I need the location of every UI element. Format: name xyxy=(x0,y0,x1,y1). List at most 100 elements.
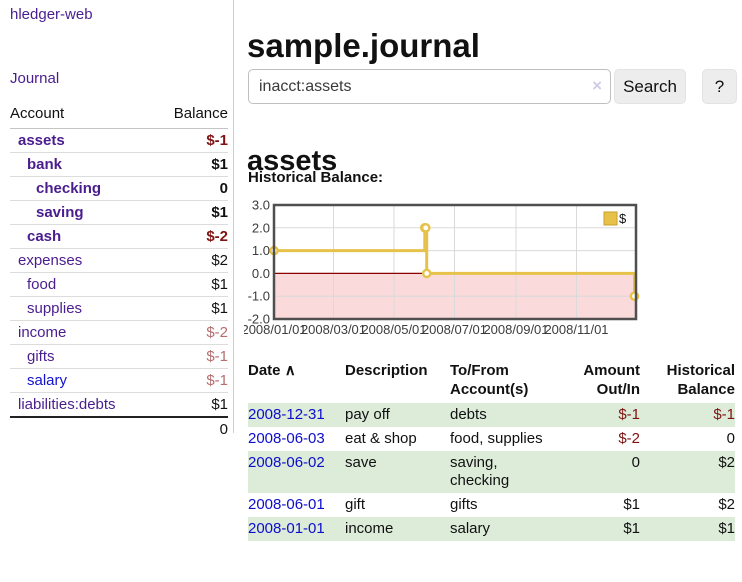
account-link[interactable]: gifts xyxy=(27,348,55,365)
account-row: checking 0 xyxy=(10,176,228,201)
account-balance: $1 xyxy=(150,272,228,297)
data-point-marker xyxy=(421,268,432,279)
search-box: × xyxy=(248,69,611,104)
account-heading: assets xyxy=(247,145,338,178)
account-balance: 0 xyxy=(150,176,228,201)
transaction-date-link[interactable]: 2008-06-02 xyxy=(248,454,325,471)
x-axis-tick-label: 2008/11/01 xyxy=(544,322,608,337)
search-button[interactable]: Search xyxy=(614,69,686,104)
account-link[interactable]: supplies xyxy=(27,300,83,317)
account-balance: $1 xyxy=(150,200,228,225)
sidebar-divider xyxy=(233,0,234,433)
account-row: income $-2 xyxy=(10,320,228,345)
y-axis-tick-label: -1.0 xyxy=(248,289,270,304)
accounts-total-value: 0 xyxy=(150,416,228,441)
transaction-balance: $-1 xyxy=(713,406,735,423)
journal-link[interactable]: Journal xyxy=(10,70,60,87)
transaction-balance: $2 xyxy=(718,454,735,471)
x-axis-tick-label: 2008/03/01 xyxy=(301,322,366,337)
accounts-header-row: Account Balance xyxy=(10,103,228,129)
account-link[interactable]: saving xyxy=(36,204,84,221)
clear-search-icon[interactable]: × xyxy=(592,76,602,95)
register-header-row: Date ∧ Description To/From Account(s) Am… xyxy=(248,361,735,403)
account-link[interactable]: food xyxy=(27,276,57,293)
transaction-balance: 0 xyxy=(726,430,735,447)
data-point-marker xyxy=(420,222,431,233)
register-row: 2008-06-01 gift gifts $1 $2 xyxy=(248,493,735,517)
account-row: salary $-1 xyxy=(10,368,228,393)
date-header-label: Date xyxy=(248,362,281,379)
register-header-date[interactable]: Date ∧ xyxy=(248,361,345,403)
transaction-amount: $1 xyxy=(623,520,640,537)
register-row: 2008-01-01 income salary $1 $1 xyxy=(248,517,735,541)
transaction-accounts: debts xyxy=(450,406,487,423)
register-header-accounts: To/From Account(s) xyxy=(450,362,529,398)
account-row: food $1 xyxy=(10,272,228,297)
historical-balance-chart[interactable]: $3.0 2.0 1.0 0.0 -1.0 -2.0 2008/01/01 2008/03/0… xyxy=(244,199,644,341)
accounts-total-spacer xyxy=(10,416,150,441)
y-axis-tick-label: 3.0 xyxy=(252,199,270,213)
account-link[interactable]: salary xyxy=(27,372,68,389)
transaction-accounts: gifts xyxy=(450,496,478,513)
register-header-balance: Historical Balance xyxy=(666,362,735,398)
account-row: saving $1 xyxy=(10,200,228,225)
accounts-header-account: Account xyxy=(10,103,150,129)
accounts-total-row: 0 xyxy=(10,416,228,441)
transaction-description: eat & shop xyxy=(345,430,417,447)
legend-swatch xyxy=(603,211,618,226)
transaction-date-link[interactable]: 2008-06-03 xyxy=(248,430,325,447)
transaction-description: pay off xyxy=(345,406,390,423)
transaction-description: save xyxy=(345,454,377,471)
account-row: cash $-2 xyxy=(10,224,228,249)
account-link[interactable]: checking xyxy=(36,180,102,197)
y-axis-tick-label: 2.0 xyxy=(252,220,270,235)
x-axis-tick-label: 2008/09/01 xyxy=(483,322,548,337)
account-balance: $-1 xyxy=(150,344,228,369)
accounts-header-balance: Balance xyxy=(150,103,228,129)
account-link[interactable]: cash xyxy=(27,228,62,245)
accounts-balance-table: Account Balance assets $-1 bank $1 checking 0… xyxy=(10,103,228,441)
account-balance: $1 xyxy=(150,152,228,177)
transaction-amount: 0 xyxy=(631,454,640,471)
account-balance: $-2 xyxy=(150,224,228,249)
transaction-description: income xyxy=(345,520,394,537)
account-row: liabilities:debts $1 xyxy=(10,392,228,418)
register-header-description: Description xyxy=(345,362,428,379)
sort-ascending-icon: ∧ xyxy=(284,362,296,379)
transaction-accounts: food, supplies xyxy=(450,430,543,447)
account-balance: $-1 xyxy=(150,368,228,393)
plot-border xyxy=(272,203,638,321)
transaction-amount: $-2 xyxy=(618,430,640,447)
transaction-amount: $-1 xyxy=(618,406,640,423)
account-balance: $1 xyxy=(150,392,228,418)
account-balance: $-2 xyxy=(150,320,228,345)
account-link[interactable]: liabilities:debts xyxy=(18,396,116,413)
account-row: bank $1 xyxy=(10,152,228,177)
account-link[interactable]: assets xyxy=(18,132,65,149)
chart-canvas: $3.0 2.0 1.0 0.0 -1.0 -2.02008/01/012008/03/0… xyxy=(244,199,640,337)
account-row: gifts $-1 xyxy=(10,344,228,369)
search-input[interactable] xyxy=(248,69,611,104)
account-link[interactable]: expenses xyxy=(18,252,83,269)
account-link[interactable]: bank xyxy=(27,156,63,173)
account-balance: $2 xyxy=(150,248,228,273)
help-button[interactable]: ? xyxy=(702,69,737,104)
account-link[interactable]: income xyxy=(18,324,67,341)
account-row: supplies $1 xyxy=(10,296,228,321)
transaction-accounts: saving, checking xyxy=(450,454,510,489)
transaction-date-link[interactable]: 2008-01-01 xyxy=(248,520,325,537)
transaction-date-link[interactable]: 2008-12-31 xyxy=(248,406,325,423)
page-title: sample.journal xyxy=(247,27,480,65)
register-header-amount: Amount Out/In xyxy=(583,362,640,398)
app-title-link[interactable]: hledger-web xyxy=(10,6,93,23)
register-row: 2008-12-31 pay off debts $-1 $-1 xyxy=(248,403,735,427)
transaction-description: gift xyxy=(345,496,366,513)
account-balance: $-1 xyxy=(150,128,228,153)
account-row: assets $-1 xyxy=(10,128,228,153)
register-table: Date ∧ Description To/From Account(s) Am… xyxy=(248,361,735,541)
account-row: expenses $2 xyxy=(10,248,228,273)
transaction-date-link[interactable]: 2008-06-01 xyxy=(248,496,325,513)
register-row: 2008-06-02 save saving, checking 0 $2 xyxy=(248,451,735,493)
transaction-accounts: salary xyxy=(450,520,491,537)
account-balance: $1 xyxy=(150,296,228,321)
